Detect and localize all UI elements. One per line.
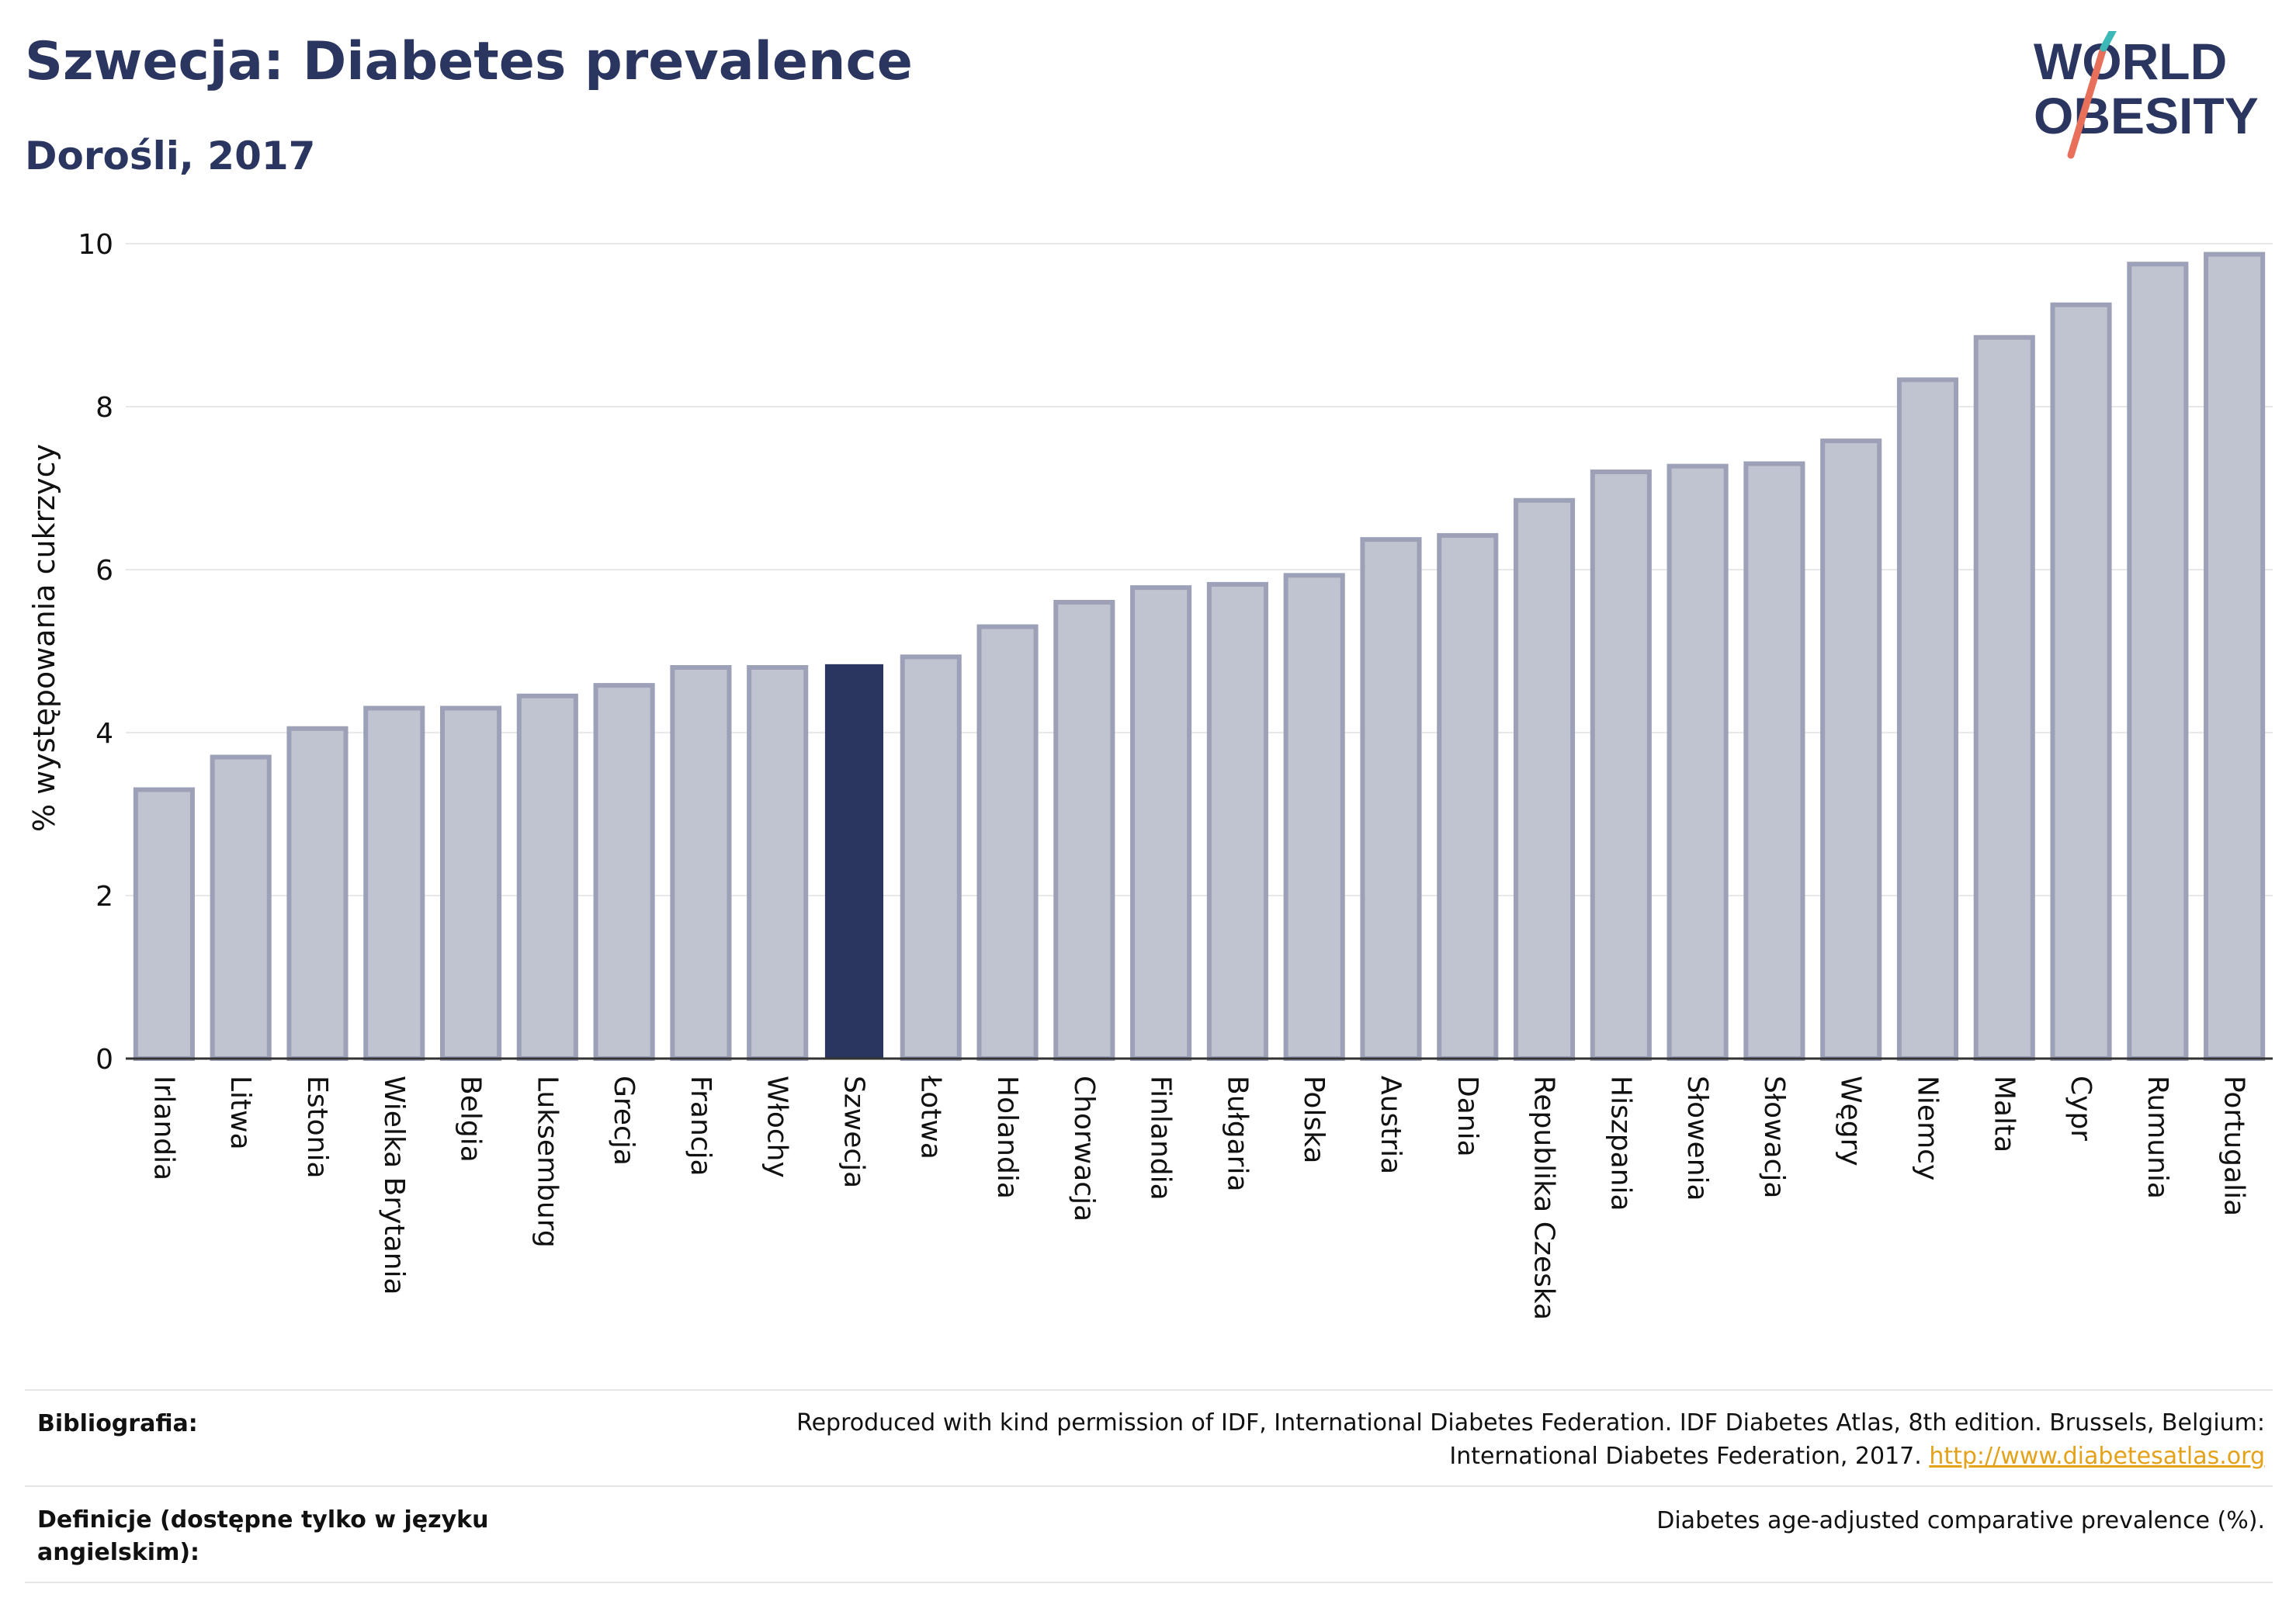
bar-austria[interactable] (1360, 537, 1422, 1061)
x-tick-label: Włochy (761, 1076, 793, 1178)
bar-słowacja[interactable] (1743, 461, 1805, 1061)
x-tick-label: Malta (1988, 1076, 2020, 1152)
bar-portugalia[interactable] (2204, 251, 2266, 1061)
bar-dania[interactable] (1437, 532, 1499, 1061)
definitions-label-line1: Definicje (dostępne tylko w języku (37, 1506, 489, 1534)
bar-hiszpania[interactable] (1590, 470, 1652, 1061)
footer-divider-middle (25, 1485, 2273, 1487)
bibliography-line2-text: International Diabetes Federation, 2017. (1449, 1443, 1922, 1470)
definitions-label: Definicje (dostępne tylko w języku angie… (37, 1504, 488, 1569)
bar-rumunia[interactable] (2127, 262, 2189, 1061)
x-tick-label: Irlandia (147, 1076, 179, 1180)
footer-divider-top (25, 1389, 2273, 1391)
bar-belgia[interactable] (439, 705, 502, 1061)
bibliography-line1: Reproduced with kind permission of IDF, … (796, 1409, 2265, 1437)
x-tick-label: Łotwa (914, 1075, 946, 1159)
bar-chorwacja[interactable] (1053, 600, 1115, 1061)
y-axis-label: % występowania cukrzycy (27, 444, 61, 832)
bar-niemcy[interactable] (1896, 377, 1959, 1062)
logo-line1: WORLD (2034, 33, 2227, 90)
bar-estonia[interactable] (286, 726, 349, 1061)
bars (133, 251, 2266, 1062)
x-tick-label: Litwa (224, 1076, 256, 1150)
x-tick-label: Niemcy (1911, 1076, 1943, 1180)
y-tick-label: 0 (95, 1044, 113, 1076)
x-tick-label: Estonia (301, 1076, 333, 1179)
bar-chart: 0 2 4 6 8 10 Irlandia Litwa Estonia Wielka Brytan… (27, 229, 2273, 1320)
x-tick-label: Hiszpania (1604, 1076, 1636, 1211)
y-tick-label: 2 (95, 881, 113, 913)
bar-włochy[interactable] (747, 665, 809, 1061)
bar-grecja[interactable] (593, 683, 655, 1061)
bar-cypr[interactable] (2050, 302, 2112, 1061)
x-tick-label: Słowenia (1681, 1076, 1713, 1201)
bibliography-label: Bibliografia: (37, 1410, 198, 1437)
bar-finlandia[interactable] (1130, 585, 1192, 1061)
x-tick-label: Polska (1298, 1076, 1330, 1163)
bar-łotwa[interactable] (900, 654, 962, 1061)
x-tick-label: Rumunia (2142, 1076, 2173, 1199)
x-tick-label: Dania (1451, 1076, 1483, 1157)
footer-divider-bottom (25, 1582, 2273, 1583)
x-tick-label: Bułgaria (1221, 1076, 1253, 1192)
x-tick-label: Cypr (2065, 1076, 2097, 1141)
x-tick-label: Wielka Brytania (378, 1076, 410, 1295)
x-tick-label: Austria (1375, 1076, 1406, 1174)
x-tick-label: Grecja (608, 1076, 640, 1166)
bar-francja[interactable] (670, 665, 732, 1061)
x-tick-label: Francja (685, 1076, 716, 1177)
y-tick-label: 8 (95, 392, 113, 424)
x-tick-label: Słowacja (1758, 1076, 1790, 1198)
x-tick-label: Republika Czeska (1528, 1076, 1560, 1320)
definitions-label-line2: angielskim): (37, 1539, 200, 1566)
logo-line2: OBESITY (2034, 87, 2259, 144)
world-obesity-logo: WORLD OBESITY (2034, 31, 2259, 159)
bibliography-link[interactable]: http://www.diabetesatlas.org (1929, 1443, 2265, 1470)
y-tick-label: 4 (95, 718, 113, 750)
definitions-text: Diabetes age-adjusted comparative preval… (1656, 1507, 2265, 1534)
bar-polska[interactable] (1283, 573, 1345, 1061)
x-tick-label: Finlandia (1145, 1076, 1177, 1201)
x-tick-label: Portugalia (2218, 1076, 2250, 1216)
y-tick-label: 6 (95, 555, 113, 587)
x-tick-label: Holandia (991, 1076, 1023, 1199)
bar-bułgaria[interactable] (1206, 581, 1268, 1061)
x-tick-label: Luksemburg (531, 1076, 563, 1248)
bar-irlandia[interactable] (133, 787, 195, 1061)
bar-wielka-brytania[interactable] (363, 705, 425, 1061)
x-tick-label: Węgry (1835, 1076, 1867, 1166)
bar-luksemburg[interactable] (516, 693, 578, 1061)
bar-szwecja[interactable] (824, 664, 884, 1059)
bibliography-line2: International Diabetes Federation, 2017.… (796, 1440, 2265, 1473)
bar-litwa[interactable] (210, 754, 272, 1061)
page-subtitle: Dorośli, 2017 (25, 133, 316, 178)
x-tick-label: Chorwacja (1068, 1076, 1100, 1222)
bar-republika-czeska[interactable] (1513, 497, 1576, 1061)
x-tick-label: Szwecja (838, 1076, 869, 1188)
bar-słowenia[interactable] (1667, 463, 1729, 1061)
bar-holandia[interactable] (976, 624, 1039, 1061)
bar-węgry[interactable] (1820, 438, 1882, 1061)
axes: 0 2 4 6 8 10 Irlandia Litwa Estonia Wielka Brytan… (78, 229, 2273, 1320)
bibliography-text: Reproduced with kind permission of IDF, … (796, 1406, 2265, 1473)
x-tick-label: Belgia (455, 1076, 487, 1163)
bar-malta[interactable] (1973, 334, 2035, 1061)
y-tick-label: 10 (78, 229, 113, 261)
page-title: Szwecja: Diabetes prevalence (25, 31, 913, 92)
